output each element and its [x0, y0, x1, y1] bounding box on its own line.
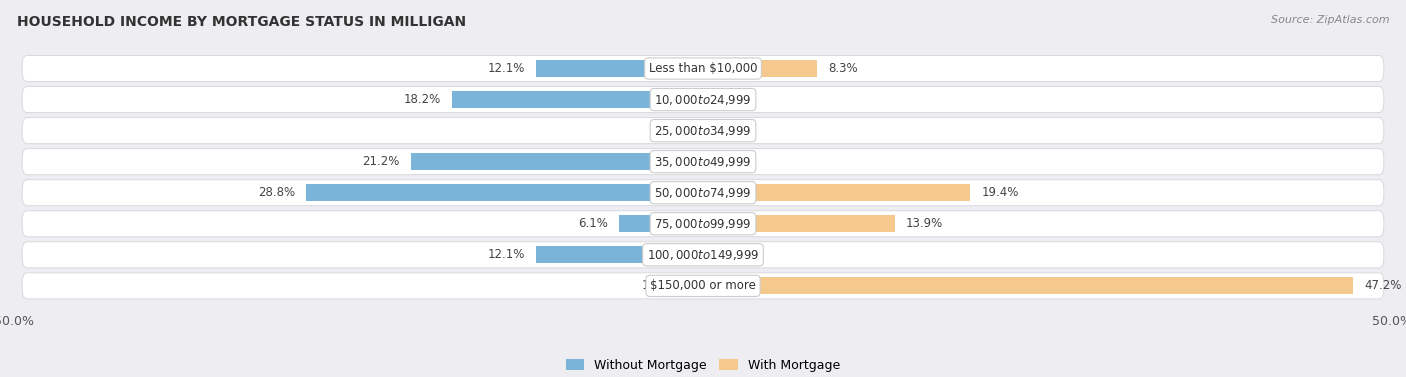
Bar	[619, 215, 703, 232]
Text: Source: ZipAtlas.com: Source: ZipAtlas.com	[1271, 15, 1389, 25]
Text: 1.5%: 1.5%	[641, 279, 671, 292]
Text: 18.2%: 18.2%	[404, 93, 441, 106]
Text: $50,000 to $74,999: $50,000 to $74,999	[654, 186, 752, 200]
FancyBboxPatch shape	[22, 118, 1384, 144]
Text: $100,000 to $149,999: $100,000 to $149,999	[647, 248, 759, 262]
FancyBboxPatch shape	[22, 273, 1384, 299]
Text: $10,000 to $24,999: $10,000 to $24,999	[654, 93, 752, 107]
FancyBboxPatch shape	[22, 87, 1384, 113]
Text: 0.0%: 0.0%	[714, 155, 744, 168]
Bar	[536, 246, 703, 264]
Text: 8.3%: 8.3%	[828, 62, 858, 75]
FancyBboxPatch shape	[22, 55, 1384, 81]
Text: 21.2%: 21.2%	[363, 155, 399, 168]
Text: 19.4%: 19.4%	[981, 186, 1019, 199]
Text: Less than $10,000: Less than $10,000	[648, 62, 758, 75]
Bar	[703, 277, 1354, 294]
FancyBboxPatch shape	[22, 242, 1384, 268]
Bar	[703, 60, 817, 77]
Text: HOUSEHOLD INCOME BY MORTGAGE STATUS IN MILLIGAN: HOUSEHOLD INCOME BY MORTGAGE STATUS IN M…	[17, 15, 465, 29]
Text: $35,000 to $49,999: $35,000 to $49,999	[654, 155, 752, 169]
Text: 12.1%: 12.1%	[488, 248, 526, 261]
Bar	[536, 60, 703, 77]
Bar	[307, 184, 703, 201]
Text: 6.1%: 6.1%	[578, 217, 607, 230]
Bar	[703, 215, 894, 232]
Text: $25,000 to $34,999: $25,000 to $34,999	[654, 124, 752, 138]
Text: 28.8%: 28.8%	[259, 186, 295, 199]
Bar	[682, 277, 703, 294]
Bar	[703, 184, 970, 201]
Text: 12.1%: 12.1%	[488, 62, 526, 75]
FancyBboxPatch shape	[22, 180, 1384, 206]
Text: 13.9%: 13.9%	[905, 217, 943, 230]
FancyBboxPatch shape	[22, 149, 1384, 175]
Text: $75,000 to $99,999: $75,000 to $99,999	[654, 217, 752, 231]
FancyBboxPatch shape	[22, 211, 1384, 237]
Text: 0.0%: 0.0%	[662, 124, 692, 137]
Bar	[453, 91, 703, 108]
Text: $150,000 or more: $150,000 or more	[650, 279, 756, 292]
Text: 47.2%: 47.2%	[1364, 279, 1402, 292]
Bar	[411, 153, 703, 170]
Text: 0.0%: 0.0%	[714, 248, 744, 261]
Text: 0.0%: 0.0%	[714, 93, 744, 106]
Legend: Without Mortgage, With Mortgage: Without Mortgage, With Mortgage	[561, 354, 845, 377]
Text: 0.0%: 0.0%	[714, 124, 744, 137]
